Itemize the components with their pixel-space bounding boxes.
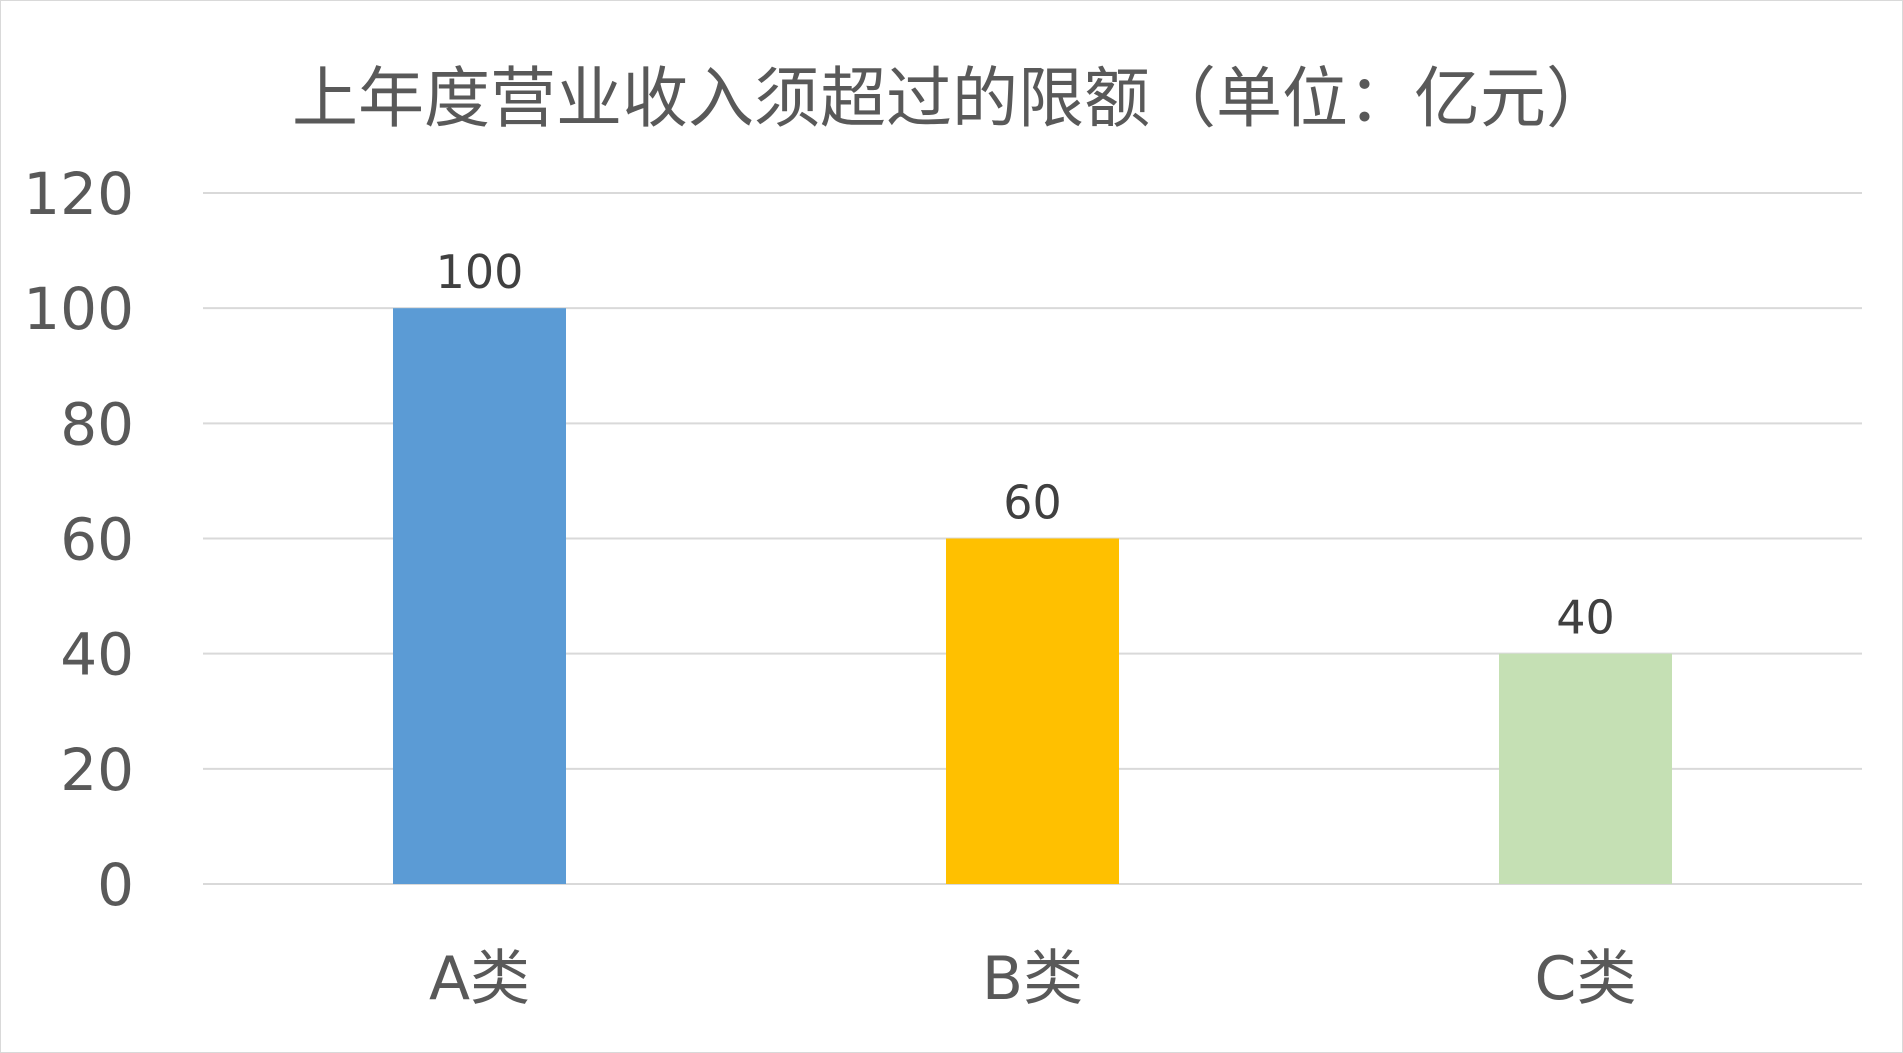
category-label-3: C类	[1535, 944, 1637, 1014]
bars	[393, 308, 1672, 885]
y-tick-label-80: 80	[60, 390, 134, 458]
y-tick-label-60: 60	[60, 506, 134, 574]
category-label-1: A类	[429, 944, 530, 1014]
data-label-2: 60	[1003, 476, 1062, 530]
y-axis-tick-labels: 0 20 40 60 80 100 120	[23, 160, 134, 919]
chart-title: 上年度营业收入须超过的限额（单位：亿元）	[292, 60, 1612, 137]
category-label-2: B类	[982, 944, 1083, 1014]
y-tick-label-0: 0	[97, 851, 134, 919]
y-tick-label-120: 120	[23, 160, 134, 228]
y-tick-label-20: 20	[60, 736, 134, 804]
bar-1	[393, 308, 566, 885]
data-label-3: 40	[1556, 591, 1615, 645]
bar-3	[1499, 653, 1672, 884]
data-label-1: 100	[436, 245, 524, 299]
y-tick-label-40: 40	[60, 621, 134, 689]
y-tick-label-100: 100	[23, 275, 134, 343]
x-axis-category-labels: A类 B类 C类	[429, 944, 1636, 1014]
data-labels: 100 60 40	[436, 245, 1615, 645]
bar-2	[946, 538, 1119, 884]
